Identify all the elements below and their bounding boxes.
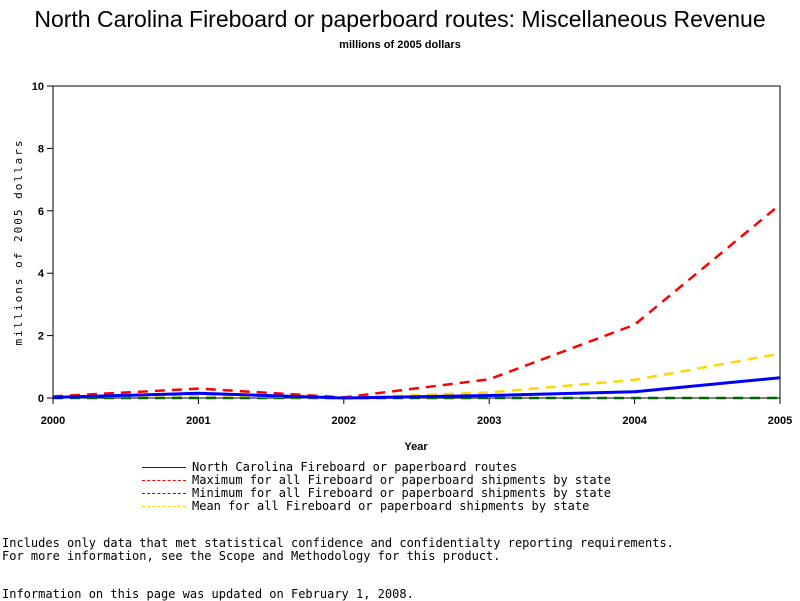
x-axis-label: Year xyxy=(404,441,428,453)
note-updated: Information on this page was updated on … xyxy=(2,587,414,601)
note-methodology: For more information, see the Scope and … xyxy=(2,549,501,563)
legend-swatch xyxy=(142,467,186,468)
plot-frame xyxy=(52,85,781,399)
y-tick-label: 4 xyxy=(38,268,45,280)
y-tick-label: 0 xyxy=(38,393,44,405)
y-tick-label: 8 xyxy=(38,143,44,155)
x-tick-label: 2001 xyxy=(186,415,210,427)
x-tick-label: 2004 xyxy=(622,415,647,427)
legend-label: Minimum for all Fireboard or paperboard … xyxy=(192,486,612,500)
legend-label: Maximum for all Fireboard or paperboard … xyxy=(192,473,612,487)
chart-subtitle: millions of 2005 dollars xyxy=(339,39,461,51)
y-axis-label: millions of 2005 dollars xyxy=(12,139,25,346)
note-confidence: Includes only data that met statistical … xyxy=(2,536,674,550)
y-tick-label: 2 xyxy=(38,331,44,343)
legend-swatch xyxy=(142,480,186,481)
x-tick-label: 2005 xyxy=(768,415,792,427)
x-tick-label: 2002 xyxy=(332,415,356,427)
y-tick-label: 6 xyxy=(38,206,44,218)
x-tick-label: 2003 xyxy=(477,415,501,427)
legend-label: Mean for all Fireboard or paperboard shi… xyxy=(192,499,590,513)
legend-swatch xyxy=(142,506,186,507)
series-line-1 xyxy=(52,203,781,399)
legend-label: North Carolina Fireboard or paperboard r… xyxy=(192,460,518,474)
y-tick-label: 10 xyxy=(32,81,44,93)
x-tick-label: 2000 xyxy=(41,415,65,427)
series-line-0 xyxy=(52,376,781,400)
legend-swatch xyxy=(142,493,186,494)
chart-title: North Carolina Fireboard or paperboard r… xyxy=(34,6,766,32)
